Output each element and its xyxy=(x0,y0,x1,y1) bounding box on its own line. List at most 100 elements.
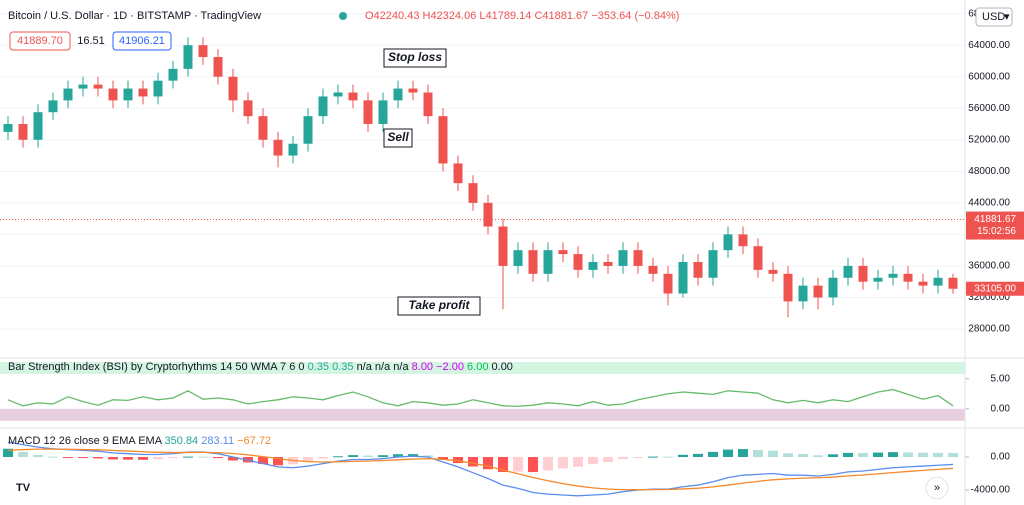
readout: 6.00 xyxy=(467,361,488,373)
candle-body xyxy=(648,265,658,274)
spread: 16.51 xyxy=(77,35,105,47)
histogram-bar xyxy=(528,457,538,473)
candle-body xyxy=(183,45,193,69)
y-tick-label: 64000.00 xyxy=(968,40,1010,51)
candle-body xyxy=(888,273,898,278)
histogram-bar xyxy=(738,449,748,457)
histogram-bar xyxy=(633,457,643,458)
ohlc-high: H42324.06 xyxy=(423,10,477,22)
candle-body xyxy=(153,80,163,97)
ohlc-open: O42240.43 xyxy=(365,10,419,22)
candle-body xyxy=(558,250,568,255)
histogram-bar xyxy=(228,457,238,461)
histogram-bar xyxy=(363,455,373,457)
histogram-bar xyxy=(153,457,163,460)
scroll-icon: » xyxy=(934,482,940,494)
market-status xyxy=(339,12,347,20)
readout: −2.00 xyxy=(436,361,464,373)
histogram-bar xyxy=(138,457,148,460)
candle-body xyxy=(663,273,673,294)
histogram-bar xyxy=(708,451,718,457)
readout: 0.35 xyxy=(332,361,353,373)
candle-body xyxy=(813,285,823,298)
candle-body xyxy=(708,250,718,278)
candle-body xyxy=(168,68,178,81)
histogram-bar xyxy=(213,457,223,459)
y-tick-label: 0.00 xyxy=(991,403,1011,414)
candle-body xyxy=(438,116,448,164)
histogram-bar xyxy=(573,457,583,467)
histogram-bar xyxy=(663,456,673,458)
candle-body xyxy=(948,277,958,289)
candle-body xyxy=(468,183,478,203)
histogram-bar xyxy=(438,457,448,460)
histogram-bar xyxy=(78,457,88,458)
price-label-bg xyxy=(966,211,1024,240)
candle-body xyxy=(453,163,463,184)
countdown: 15:02:56 xyxy=(977,226,1016,237)
candle-body xyxy=(393,88,403,101)
candle-body xyxy=(288,143,298,156)
histogram-bar xyxy=(858,453,868,457)
candle-body xyxy=(108,88,118,101)
readout: −67.72 xyxy=(237,435,271,447)
histogram-bar xyxy=(498,457,508,473)
candle-body xyxy=(618,250,628,266)
ohlc-close: C41881.67 xyxy=(534,10,588,22)
candle-body xyxy=(573,254,583,270)
y-tick-label: 52000.00 xyxy=(968,134,1010,145)
tv-logo[interactable]: TV xyxy=(16,482,31,494)
bsi-header: Bar Strength Index (BSI) by Cryptorhythm… xyxy=(8,361,513,373)
candle-body xyxy=(93,84,103,89)
candle-body xyxy=(843,265,853,278)
currency[interactable]: USD xyxy=(982,11,1005,23)
histogram-bar xyxy=(933,452,943,457)
candle-body xyxy=(753,246,763,270)
sell-button[interactable] xyxy=(9,31,71,51)
histogram-bar xyxy=(468,457,478,467)
candle-body xyxy=(798,285,808,302)
ohlc-change: −353.64 (−0.84%) xyxy=(591,10,679,22)
candle-body xyxy=(768,269,778,274)
upper-band xyxy=(0,362,965,374)
currency-button[interactable] xyxy=(975,7,1013,27)
histogram-bar xyxy=(273,457,283,466)
candle-body xyxy=(303,116,313,144)
candle-body xyxy=(228,76,238,101)
scroll-button[interactable] xyxy=(925,476,949,500)
indicator-line xyxy=(7,441,954,497)
y-tick-label: 5.00 xyxy=(991,373,1011,384)
readout: 350.84 xyxy=(165,435,199,447)
last-label: 33105.00 xyxy=(974,283,1016,294)
histogram-bar xyxy=(603,457,613,463)
bid-price[interactable]: 41889.70 xyxy=(17,35,63,47)
histogram-bar xyxy=(318,457,328,459)
annotation-box xyxy=(383,128,413,148)
candle-body xyxy=(18,124,28,140)
y-tick-label: -4000.00 xyxy=(971,485,1011,496)
histogram-bar xyxy=(948,453,958,457)
histogram-bar xyxy=(828,454,838,457)
histogram-bar xyxy=(648,456,658,458)
buy-button[interactable] xyxy=(112,31,172,51)
histogram-bar xyxy=(813,455,823,457)
candle-body xyxy=(918,281,928,286)
candle-body xyxy=(78,84,88,89)
candle-body xyxy=(483,202,493,227)
indicator-title: MACD 12 26 close 9 EMA EMA xyxy=(8,435,163,447)
histogram-bar xyxy=(888,452,898,457)
candle-body xyxy=(243,100,253,117)
indicator-line xyxy=(7,448,954,491)
readout: n/a xyxy=(357,361,373,373)
title: Bitcoin / U.S. Dollar · 1D · BITSTAMP · … xyxy=(8,10,261,22)
histogram-bar xyxy=(453,457,463,464)
candle-body xyxy=(588,261,598,270)
ask-price[interactable]: 41906.21 xyxy=(119,35,165,47)
histogram-bar xyxy=(48,456,58,458)
ohlc-low: L41789.14 xyxy=(479,10,531,22)
price-label: 41881.67 xyxy=(974,214,1016,225)
indicator-line xyxy=(7,388,954,408)
histogram-bar xyxy=(348,455,358,457)
